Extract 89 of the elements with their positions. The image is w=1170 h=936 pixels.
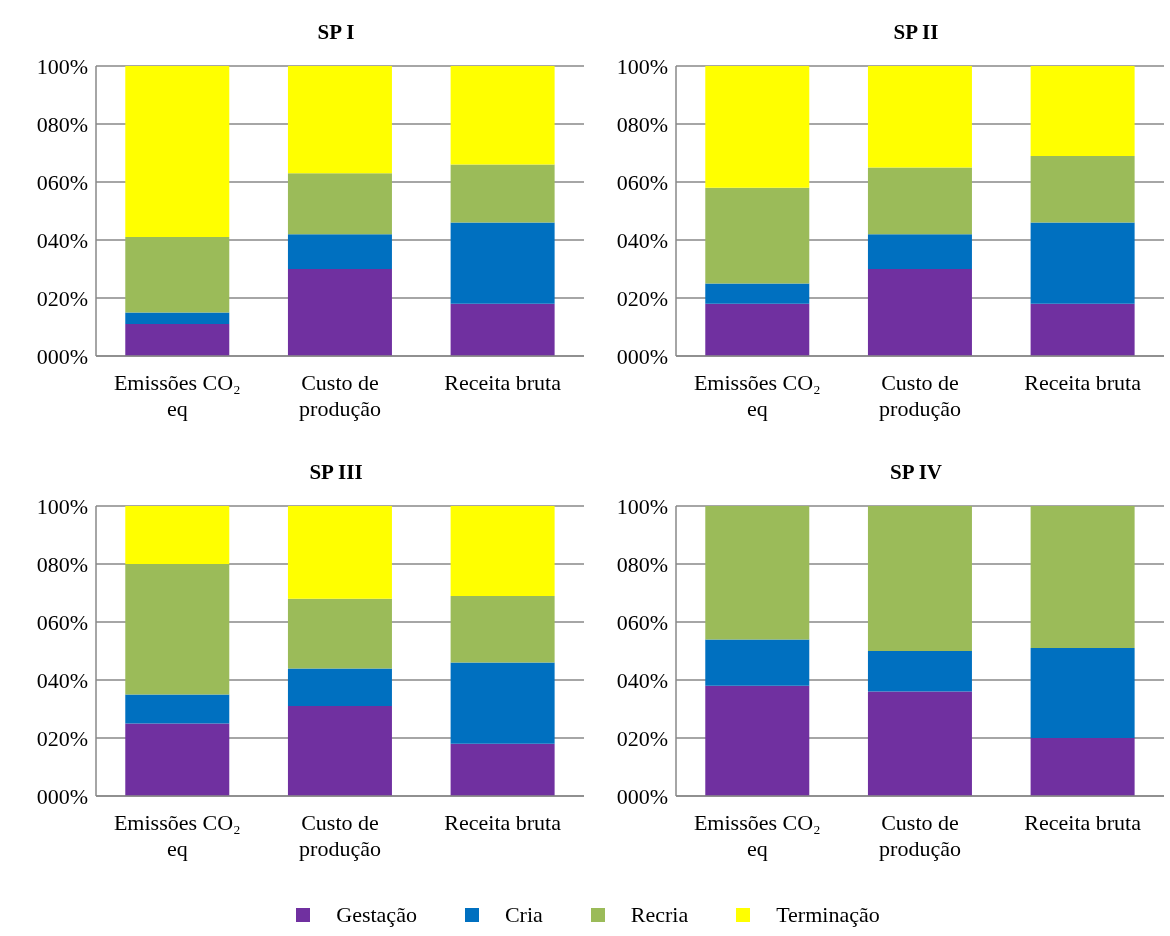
- bar: [450, 303, 555, 356]
- y-tick-label: 000%: [36, 783, 88, 809]
- bar: [867, 651, 972, 692]
- y-tick-label: 060%: [616, 169, 668, 195]
- bar: [705, 685, 810, 796]
- bar: [1030, 506, 1135, 649]
- bar: [705, 283, 810, 304]
- bar: [867, 66, 972, 168]
- bar: [1030, 648, 1135, 738]
- x-tick-label: Emissões CO₂ eq: [693, 810, 821, 861]
- y-tick-label: 080%: [36, 551, 88, 577]
- y-tick-label: 100%: [616, 53, 668, 79]
- x-tick-label: Custo de produção: [299, 810, 381, 861]
- x-tick-label: Custo de produção: [879, 370, 961, 421]
- bar: [450, 164, 555, 223]
- y-tick-label: 020%: [36, 285, 88, 311]
- bar: [1030, 66, 1135, 156]
- x-tick-label: Emissões CO₂ eq: [113, 370, 241, 421]
- x-tick-label: Custo de produção: [299, 370, 381, 421]
- bar: [287, 66, 392, 174]
- y-tick-label: 040%: [36, 667, 88, 693]
- bar: [1030, 155, 1135, 223]
- bar: [125, 564, 230, 695]
- bar: [125, 506, 230, 564]
- bar: [705, 303, 810, 356]
- x-tick-label: Custo de produção: [879, 810, 961, 861]
- bar: [705, 506, 810, 640]
- chart-title: SP I: [316, 20, 356, 45]
- bar: [125, 324, 230, 356]
- y-tick-label: 000%: [36, 343, 88, 369]
- bar: [287, 173, 392, 235]
- bar: [125, 237, 230, 313]
- x-tick-label: Receita bruta: [444, 810, 562, 835]
- bar: [1030, 222, 1135, 304]
- legend-label: Recria: [630, 902, 689, 928]
- bar: [450, 662, 555, 744]
- bar: [287, 706, 392, 796]
- y-tick-label: 080%: [616, 111, 668, 137]
- x-tick-label: Receita bruta: [444, 370, 562, 395]
- bar: [705, 187, 810, 284]
- bar: [287, 234, 392, 269]
- bar: [450, 222, 555, 304]
- bar: [450, 743, 555, 796]
- y-tick-label: 060%: [36, 609, 88, 635]
- bar: [125, 312, 230, 325]
- bar: [867, 691, 972, 796]
- bar: [705, 639, 810, 686]
- chart-title: SP II: [892, 20, 940, 45]
- x-tick-label: Emissões CO₂ eq: [693, 370, 821, 421]
- x-tick-label: Receita bruta: [1024, 370, 1142, 395]
- chart-title: SP IV: [889, 460, 943, 485]
- legend-label: Gestação: [336, 902, 417, 928]
- bar: [125, 723, 230, 796]
- y-tick-label: 020%: [616, 725, 668, 751]
- y-tick-label: 100%: [36, 493, 88, 519]
- bar: [287, 598, 392, 669]
- y-tick-label: 100%: [36, 53, 88, 79]
- bar: [867, 506, 972, 651]
- y-tick-label: 060%: [616, 609, 668, 635]
- y-tick-label: 080%: [616, 551, 668, 577]
- y-tick-label: 000%: [616, 783, 668, 809]
- y-tick-label: 020%: [616, 285, 668, 311]
- y-tick-label: 020%: [36, 725, 88, 751]
- legend-label: Cria: [504, 902, 543, 928]
- bar: [287, 506, 392, 599]
- y-tick-label: 040%: [616, 227, 668, 253]
- bar: [125, 694, 230, 724]
- bar: [125, 66, 230, 238]
- bar: [287, 668, 392, 707]
- y-tick-label: 000%: [616, 343, 668, 369]
- y-tick-label: 080%: [36, 111, 88, 137]
- bar: [450, 595, 555, 663]
- y-tick-label: 040%: [36, 227, 88, 253]
- y-tick-label: 100%: [616, 493, 668, 519]
- bar: [867, 234, 972, 269]
- y-tick-label: 040%: [616, 667, 668, 693]
- legend-label: Terminação: [776, 902, 880, 928]
- bar: [705, 66, 810, 188]
- bar: [1030, 303, 1135, 356]
- bar: [450, 506, 555, 596]
- bar: [287, 269, 392, 356]
- x-tick-label: Emissões CO₂ eq: [113, 810, 241, 861]
- bar: [450, 66, 555, 165]
- bar: [867, 269, 972, 356]
- bar: [867, 167, 972, 235]
- y-tick-label: 060%: [36, 169, 88, 195]
- x-tick-label: Receita bruta: [1024, 810, 1142, 835]
- chart-title: SP III: [308, 460, 364, 485]
- bar: [1030, 738, 1135, 796]
